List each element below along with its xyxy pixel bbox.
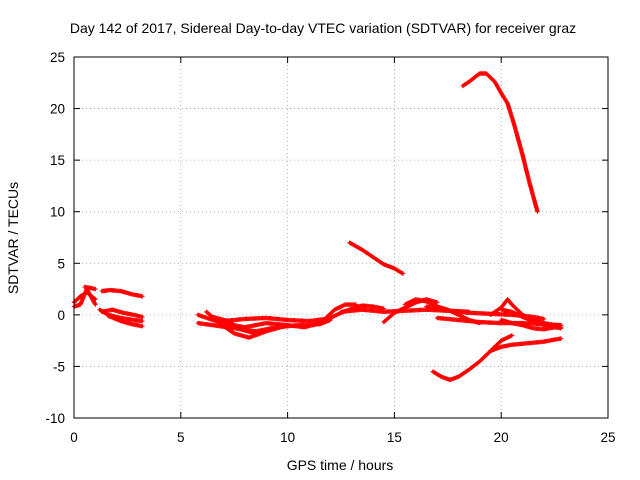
series-track-21 bbox=[499, 317, 564, 332]
series-track-6 bbox=[99, 307, 145, 320]
series-track-14 bbox=[311, 302, 359, 328]
data-point bbox=[140, 318, 145, 324]
series-track-7 bbox=[105, 313, 145, 329]
data-point bbox=[353, 302, 359, 307]
y-tick-label: -5 bbox=[53, 359, 65, 374]
axis-ticks: 0 5 10 15 20 25 -10 -5 0 5 10 15 20 25 bbox=[45, 50, 615, 445]
data-point bbox=[140, 314, 145, 320]
x-tick-label: 20 bbox=[494, 430, 509, 445]
data-point bbox=[400, 271, 406, 276]
x-tick-label: 15 bbox=[387, 430, 402, 445]
data-point bbox=[140, 294, 145, 299]
data-point bbox=[93, 286, 98, 292]
y-tick-label: 10 bbox=[50, 205, 65, 220]
x-tick-label: 5 bbox=[177, 430, 185, 445]
data-point bbox=[285, 322, 290, 328]
series-track-12 bbox=[210, 314, 258, 336]
series-track-2 bbox=[71, 286, 98, 309]
series-track-11 bbox=[221, 315, 329, 324]
series-track-26 bbox=[460, 71, 540, 214]
data-point bbox=[434, 300, 440, 305]
y-axis-label: SDTVAR / TECUs bbox=[5, 182, 21, 294]
y-tick-label: -10 bbox=[45, 411, 65, 426]
series-track-25 bbox=[488, 336, 564, 354]
series-track-22 bbox=[499, 307, 564, 328]
data-point bbox=[253, 331, 258, 336]
series-track-3 bbox=[82, 284, 98, 292]
data-point bbox=[93, 302, 98, 307]
y-tick-label: 0 bbox=[57, 308, 65, 323]
y-tick-label: 20 bbox=[50, 102, 65, 117]
x-axis-label: GPS time / hours bbox=[287, 457, 394, 473]
data-point bbox=[558, 322, 564, 328]
data-point bbox=[541, 316, 547, 322]
y-tick-label: 15 bbox=[50, 153, 65, 168]
x-tick-label: 0 bbox=[70, 430, 78, 445]
x-tick-label: 25 bbox=[600, 430, 615, 445]
series-track-4 bbox=[99, 287, 145, 299]
plot-frame bbox=[73, 56, 609, 419]
y-tick-label: 5 bbox=[57, 256, 65, 271]
x-tick-label: 10 bbox=[280, 430, 295, 445]
data-point bbox=[509, 333, 515, 338]
chart-title: Day 142 of 2017, Sidereal Day-to-day VTE… bbox=[70, 20, 576, 36]
y-tick-label: 25 bbox=[50, 50, 65, 65]
data-points bbox=[71, 71, 564, 383]
data-point bbox=[558, 336, 564, 341]
data-point bbox=[140, 324, 145, 329]
series-track-23 bbox=[347, 240, 406, 276]
data-point bbox=[535, 209, 540, 214]
